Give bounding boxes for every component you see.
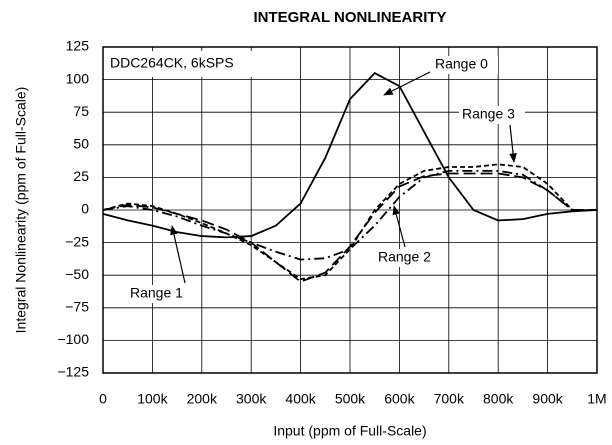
x-tick-label: 700k (434, 391, 465, 407)
x-tick-label: 500k (335, 391, 366, 407)
y-tick-label: 25 (73, 168, 89, 184)
series-label: Range 0 (435, 56, 488, 72)
arrows (170, 71, 517, 284)
y-tick-label: −50 (65, 266, 89, 282)
x-tick-label: 400k (285, 391, 316, 407)
y-tick-label: 75 (73, 103, 89, 119)
x-tick-label: 0 (99, 391, 107, 407)
x-tick-label: 600k (384, 391, 415, 407)
x-tick-label: 200k (187, 391, 218, 407)
y-tick-label: −75 (65, 299, 89, 315)
series-line (102, 71, 598, 239)
y-tick-label: 50 (73, 136, 89, 152)
y-axis-label: Integral Nonlinearity (ppm of Full-Scale… (13, 87, 29, 334)
series-line (102, 169, 597, 261)
x-tick-label: 100k (137, 391, 168, 407)
x-tick-label: 1M (587, 391, 606, 407)
annotation-bg (106, 51, 256, 77)
x-tick-label: 900k (532, 391, 563, 407)
y-tick-label: −100 (57, 331, 89, 347)
x-tick-label: 300k (236, 391, 267, 407)
series-label: Range 2 (378, 249, 431, 265)
arrow (170, 225, 186, 284)
y-tick-label: 125 (66, 38, 90, 54)
arrow (509, 124, 517, 163)
series-label: Range 3 (462, 106, 515, 122)
series-label: Range 1 (130, 285, 183, 301)
y-tick-label: 0 (81, 201, 89, 217)
series-label-bg (127, 285, 193, 303)
arrow (392, 205, 406, 248)
y-tick-label: 100 (66, 70, 90, 86)
arrow (383, 71, 431, 96)
y-tick-label: −125 (57, 364, 89, 380)
chart-title: INTEGRAL NONLINEARITY (253, 9, 446, 26)
annotation: DDC264CK, 6kSPS (110, 55, 234, 71)
series-line (102, 172, 597, 283)
y-tick-label: −25 (65, 233, 89, 249)
x-axis-label: Input (ppm of Full-Scale) (273, 423, 426, 439)
x-tick-label: 800k (483, 391, 514, 407)
plot-area: −125 −100 −75 −50 −25 0 25 50 75 100 125 0 100k 200k 3… (57, 38, 606, 407)
series-label-bg (375, 249, 441, 267)
series-label-bg (459, 106, 525, 124)
series-label-bg (432, 56, 498, 74)
